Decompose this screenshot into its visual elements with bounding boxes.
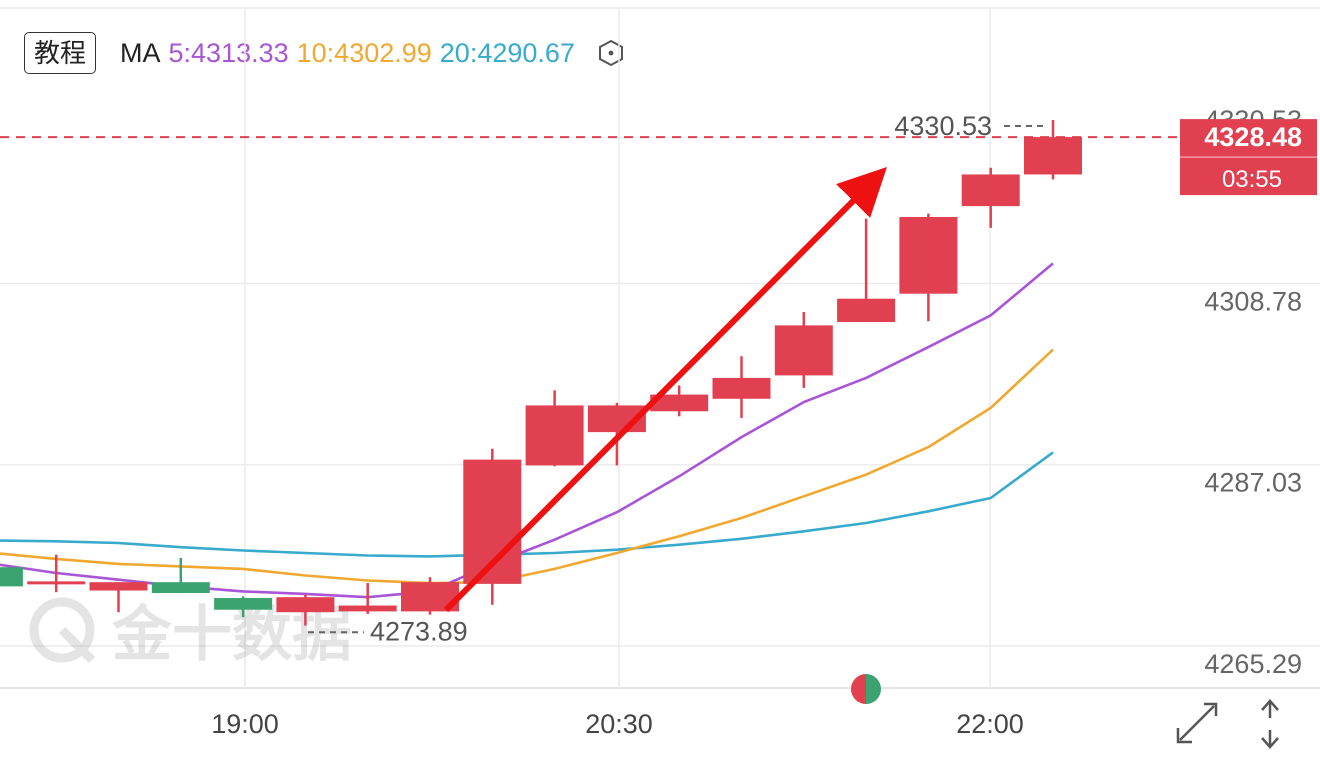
grid-lines xyxy=(0,8,1320,688)
time-tick-label: 19:00 xyxy=(211,709,279,739)
candle-body xyxy=(214,598,273,610)
price-tick-label: 4265.29 xyxy=(1204,649,1302,679)
current-price-label: 4328.48 xyxy=(1204,122,1302,152)
trend-arrow xyxy=(443,166,887,613)
high-label: 4330.53 xyxy=(894,111,992,141)
expand-icon[interactable] xyxy=(1176,702,1218,744)
ma-line-ma10 xyxy=(0,348,1054,585)
candle-body xyxy=(961,174,1020,207)
time-tick-label: 20:30 xyxy=(585,709,653,739)
countdown-label: 03:55 xyxy=(1222,166,1282,193)
candle-body xyxy=(1024,137,1082,175)
price-tick-label: 4287.03 xyxy=(1204,468,1302,498)
time-axis: 19:00 20:30 22:00 xyxy=(211,709,1024,739)
candle-body xyxy=(899,216,958,294)
candles xyxy=(0,120,1082,626)
price-tick-label: 4308.78 xyxy=(1204,286,1302,316)
indicator-toggle-icon[interactable] xyxy=(851,674,881,704)
candle-body xyxy=(774,325,833,376)
ma10-value: 10:4302.99 xyxy=(296,37,432,68)
candle-body xyxy=(89,582,148,591)
candle-body xyxy=(712,377,771,399)
low-label: 4273.89 xyxy=(370,616,468,646)
ma-legend: 教程 MA 5:4313.33 10:4302.99 20:4290.67 xyxy=(24,30,625,76)
candle-body xyxy=(338,605,397,612)
vertical-scale-icon[interactable] xyxy=(1261,699,1279,749)
tutorial-button[interactable]: 教程 xyxy=(24,32,97,74)
time-tick-label: 22:00 xyxy=(956,709,1024,739)
ma-line-ma20 xyxy=(0,451,1054,558)
candle-body xyxy=(525,405,584,466)
candle-body xyxy=(151,582,210,594)
ma20-value: 20:4290.67 xyxy=(439,37,575,68)
candle-body xyxy=(650,394,709,412)
candle-body xyxy=(0,567,23,587)
hexagon-settings-icon[interactable] xyxy=(597,39,625,67)
candle-body xyxy=(27,581,86,585)
ma-label: MA xyxy=(120,37,161,68)
candle-body xyxy=(837,298,896,323)
ma5-value: 5:4313.33 xyxy=(168,37,289,68)
candle-body xyxy=(276,597,335,613)
